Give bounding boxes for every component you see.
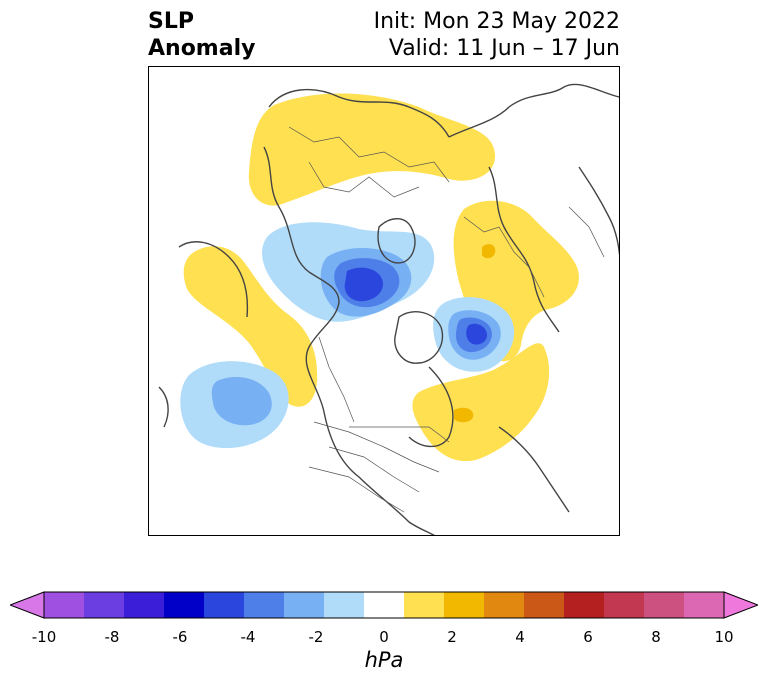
positive-anomaly-core-asia	[482, 244, 496, 259]
colorbar-segment	[84, 592, 125, 618]
positive-anomaly-atlantic	[412, 343, 550, 462]
colorbar-tick-label: 0	[379, 628, 389, 646]
colorbar-segment	[284, 592, 325, 618]
colorbar-tick-label: 2	[447, 628, 457, 646]
colorbar-tick-label: -4	[240, 628, 256, 646]
colorbar-segment	[204, 592, 245, 618]
colorbar-segment	[44, 592, 85, 618]
colorbar-segments	[10, 592, 758, 618]
colorbar	[10, 591, 758, 619]
colorbar-segment	[524, 592, 565, 618]
colorbar-segment	[604, 592, 645, 618]
colorbar-segment	[564, 592, 605, 618]
positive-anomaly-core-atlantic	[454, 407, 474, 423]
colorbar-tick-label: -6	[172, 628, 188, 646]
colorbar-segment	[684, 592, 725, 618]
positive-anomaly-eurasia	[248, 93, 496, 206]
colorbar-tick-labels: -10 -8 -6 -4 -2 0 2 4 6 8 10	[0, 628, 768, 646]
negative-anomaly-regions	[180, 222, 515, 449]
negative-anomaly-siberia-core	[466, 323, 487, 345]
colorbar-segment	[644, 592, 685, 618]
colorbar-tick-label: 4	[515, 628, 525, 646]
colorbar-outline	[43, 591, 725, 619]
country-borders	[288, 126, 605, 513]
positive-anomaly-regions	[183, 93, 579, 462]
init-date: Init: Mon 23 May 2022	[373, 9, 620, 34]
colorbar-tick-label: 6	[583, 628, 593, 646]
colorbar-segment	[324, 592, 365, 618]
map-panel	[148, 66, 620, 536]
colorbar-segment	[124, 592, 165, 618]
colorbar-tick-label: 8	[651, 628, 661, 646]
title-line-2: Anomaly	[148, 36, 256, 61]
valid-range: Valid: 11 Jun – 17 Jun	[388, 36, 620, 61]
colorbar-segment	[244, 592, 285, 618]
map-title: SLP Anomaly	[148, 8, 255, 62]
colorbar-unit-label: hPa	[364, 648, 404, 672]
colorbar-tick-label: -8	[104, 628, 120, 646]
colorbar-segment	[404, 592, 445, 618]
anomaly-map	[158, 83, 619, 535]
negative-anomaly-pacific-inner	[211, 377, 272, 426]
colorbar-extension-min	[10, 592, 44, 618]
forecast-dates: Init: Mon 23 May 2022 Valid: 11 Jun – 17…	[374, 8, 620, 62]
coastlines	[158, 83, 619, 535]
positive-anomaly-north-america-west	[183, 246, 318, 407]
colorbar-tick-label: 10	[714, 628, 734, 646]
title-line-1: SLP	[148, 9, 194, 34]
colorbar-extension-max	[724, 592, 758, 618]
colorbar-tick-label: -2	[308, 628, 324, 646]
colorbar-segment	[484, 592, 525, 618]
colorbar-segment	[164, 592, 205, 618]
colorbar-tick-label: -10	[31, 628, 57, 646]
negative-anomaly-arctic-core	[344, 267, 384, 302]
colorbar-segment	[444, 592, 485, 618]
colorbar-segment	[364, 592, 405, 618]
